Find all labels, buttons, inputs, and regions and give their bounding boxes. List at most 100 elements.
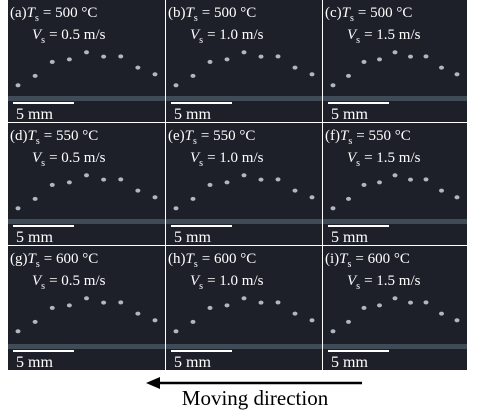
droplet xyxy=(208,183,213,187)
droplet xyxy=(346,197,351,201)
droplet xyxy=(455,195,460,199)
scale-label: 5 mm xyxy=(16,106,53,123)
droplet xyxy=(259,55,264,59)
droplet xyxy=(331,83,336,87)
substrate xyxy=(323,344,467,349)
temp-subscript: s xyxy=(348,259,352,270)
panel: (c)Ts= 500 °CVs= 1.5 m/s5 mm xyxy=(323,0,467,123)
vel-value: = 1.5 m/s xyxy=(364,27,421,43)
droplet xyxy=(408,55,413,59)
droplet xyxy=(16,329,21,333)
vel-value: = 0.5 m/s xyxy=(49,273,106,289)
vel-subscript: s xyxy=(41,281,45,292)
droplet xyxy=(242,296,247,300)
droplet xyxy=(84,173,89,177)
substrate xyxy=(166,344,322,349)
droplet xyxy=(346,320,351,324)
droplet xyxy=(455,72,460,76)
panel-label: (i) xyxy=(325,251,339,267)
droplet xyxy=(362,306,367,310)
droplet xyxy=(153,195,158,199)
panel: (g)Ts= 600 °CVs= 0.5 m/s5 mm xyxy=(8,246,165,371)
droplet xyxy=(33,74,38,78)
panel: (a)Ts= 500 °CVs= 0.5 m/s5 mm xyxy=(8,0,165,123)
droplet xyxy=(242,50,247,54)
droplet xyxy=(225,57,230,61)
substrate xyxy=(166,219,322,224)
droplet xyxy=(67,57,72,61)
droplet xyxy=(276,177,281,181)
temp-value: = 500 °C xyxy=(358,5,412,21)
panel-label: (g) xyxy=(10,251,28,267)
vel-subscript: s xyxy=(41,35,45,46)
scale-label: 5 mm xyxy=(174,106,211,123)
droplet xyxy=(439,189,444,193)
droplet xyxy=(310,195,315,199)
droplet xyxy=(331,329,336,333)
panel: (b)Ts= 500 °CVs= 1.0 m/s5 mm xyxy=(166,0,322,123)
panel-label: (b) xyxy=(168,5,186,21)
droplet xyxy=(174,329,179,333)
droplet xyxy=(331,206,336,210)
droplet xyxy=(259,178,264,182)
droplet xyxy=(174,83,179,87)
droplet xyxy=(362,183,367,187)
temp-value: = 600 °C xyxy=(44,251,98,267)
droplet xyxy=(118,177,123,181)
scale-label: 5 mm xyxy=(174,354,211,371)
droplet xyxy=(101,55,106,59)
droplet xyxy=(16,83,21,87)
temp-subscript: s xyxy=(193,136,197,147)
droplet xyxy=(408,301,413,305)
temp-subscript: s xyxy=(194,13,198,24)
droplet xyxy=(191,74,196,78)
panel: (f)Ts= 550 °CVs= 1.5 m/s5 mm xyxy=(323,123,467,246)
panel-label: (e) xyxy=(168,128,185,144)
temp-value: = 550 °C xyxy=(356,128,410,144)
droplet xyxy=(191,197,196,201)
droplet xyxy=(191,320,196,324)
droplet xyxy=(424,54,429,58)
vel-subscript: s xyxy=(356,281,360,292)
droplet xyxy=(16,206,21,210)
droplet xyxy=(174,206,179,210)
droplet xyxy=(346,74,351,78)
droplet xyxy=(67,180,72,184)
temp-subscript: s xyxy=(348,136,352,147)
scale-label: 5 mm xyxy=(331,229,368,246)
droplet xyxy=(225,180,230,184)
droplet xyxy=(135,312,140,316)
vel-subscript: s xyxy=(199,35,203,46)
temp-subscript: s xyxy=(350,13,354,24)
temp-value: = 500 °C xyxy=(202,5,256,21)
droplet xyxy=(393,173,398,177)
panel: (i)Ts= 600 °CVs= 1.5 m/s5 mm xyxy=(323,246,467,371)
droplet xyxy=(259,301,264,305)
droplet xyxy=(33,197,38,201)
panel: (e)Ts= 550 °CVs= 1.0 m/s5 mm xyxy=(166,123,322,246)
vel-value: = 1.5 m/s xyxy=(364,273,421,289)
droplet xyxy=(408,178,413,182)
droplet xyxy=(153,72,158,76)
droplet xyxy=(118,300,123,304)
temp-subscript: s xyxy=(36,259,40,270)
page: (a)Ts= 500 °CVs= 0.5 m/s5 mm(b)Ts= 500 °… xyxy=(0,0,477,413)
panel-label: (f) xyxy=(325,128,340,144)
scale-label: 5 mm xyxy=(331,106,368,123)
vel-value: = 1.0 m/s xyxy=(207,150,264,166)
panel: (h)Ts= 600 °CVs= 1.0 m/s5 mm xyxy=(166,246,322,371)
substrate xyxy=(8,344,165,349)
droplet xyxy=(377,303,382,307)
droplet xyxy=(377,57,382,61)
droplet xyxy=(242,173,247,177)
temp-value: = 550 °C xyxy=(44,128,98,144)
vel-value: = 1.0 m/s xyxy=(207,27,264,43)
droplet xyxy=(424,177,429,181)
droplet xyxy=(208,306,213,310)
substrate xyxy=(8,219,165,224)
droplet xyxy=(84,296,89,300)
droplet xyxy=(310,72,315,76)
panel-label: (a) xyxy=(10,5,27,21)
droplet xyxy=(135,66,140,70)
substrate xyxy=(323,219,467,224)
